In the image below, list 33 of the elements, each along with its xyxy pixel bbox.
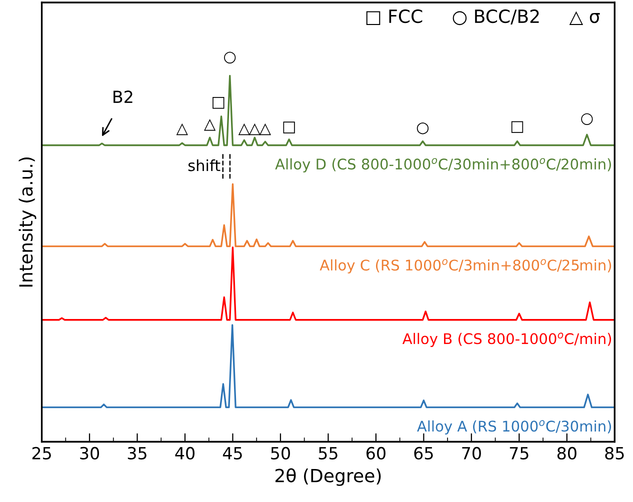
x-axis-title: 2θ (Degree) — [275, 468, 381, 486]
text: □ FCC ○ BCC/B2 △ σ — [366, 9, 600, 26]
annotation: □ — [212, 97, 224, 109]
series-label: Alloy D (CS 800-1000$^{o}$C/30min+800$^{o}$C/20min) — [275, 158, 611, 172]
annotation: △ — [204, 119, 216, 131]
annotation: □ — [283, 122, 295, 134]
annotation: □ — [511, 121, 524, 133]
x-tick-label: 25 — [32, 446, 51, 460]
x-tick-label: 65 — [414, 446, 433, 460]
annotation: △ — [259, 123, 272, 136]
x-tick-label: 55 — [318, 447, 338, 460]
x-tick-label: 50 — [271, 446, 290, 460]
text: ○ — [224, 52, 236, 64]
x-tick-label: 30 — [80, 446, 100, 460]
x-tick-label: 70 — [462, 446, 481, 460]
x-tick-label: 40 — [175, 446, 194, 460]
y-axis-title: Intensity (a.u.) — [18, 157, 36, 287]
x-tick-label: 60 — [366, 446, 386, 460]
series-label: Alloy B (CS 800-1000$^{o}$C/min) — [402, 332, 612, 348]
annotation: shift — [188, 159, 220, 172]
x-tick-label: 35 — [128, 446, 146, 460]
annotation: ○ — [416, 122, 429, 134]
series-label: Alloy C (RS 1000$^{o}$C/3min+800$^{o}$C/25min) — [320, 259, 612, 274]
annotation: △ — [248, 123, 261, 136]
annotation: ○ — [581, 113, 593, 126]
x-tick-label: 80 — [557, 446, 576, 460]
x-tick-label: 85 — [605, 446, 624, 460]
annotation: △ — [238, 123, 250, 136]
annotation: B2 — [114, 90, 132, 103]
x-tick-label: 45 — [222, 447, 242, 460]
series-label: Alloy A (RS 1000$^{o}$C/30min) — [417, 420, 612, 434]
annotation: △ — [176, 123, 188, 136]
x-tick-label: 75 — [510, 447, 528, 460]
